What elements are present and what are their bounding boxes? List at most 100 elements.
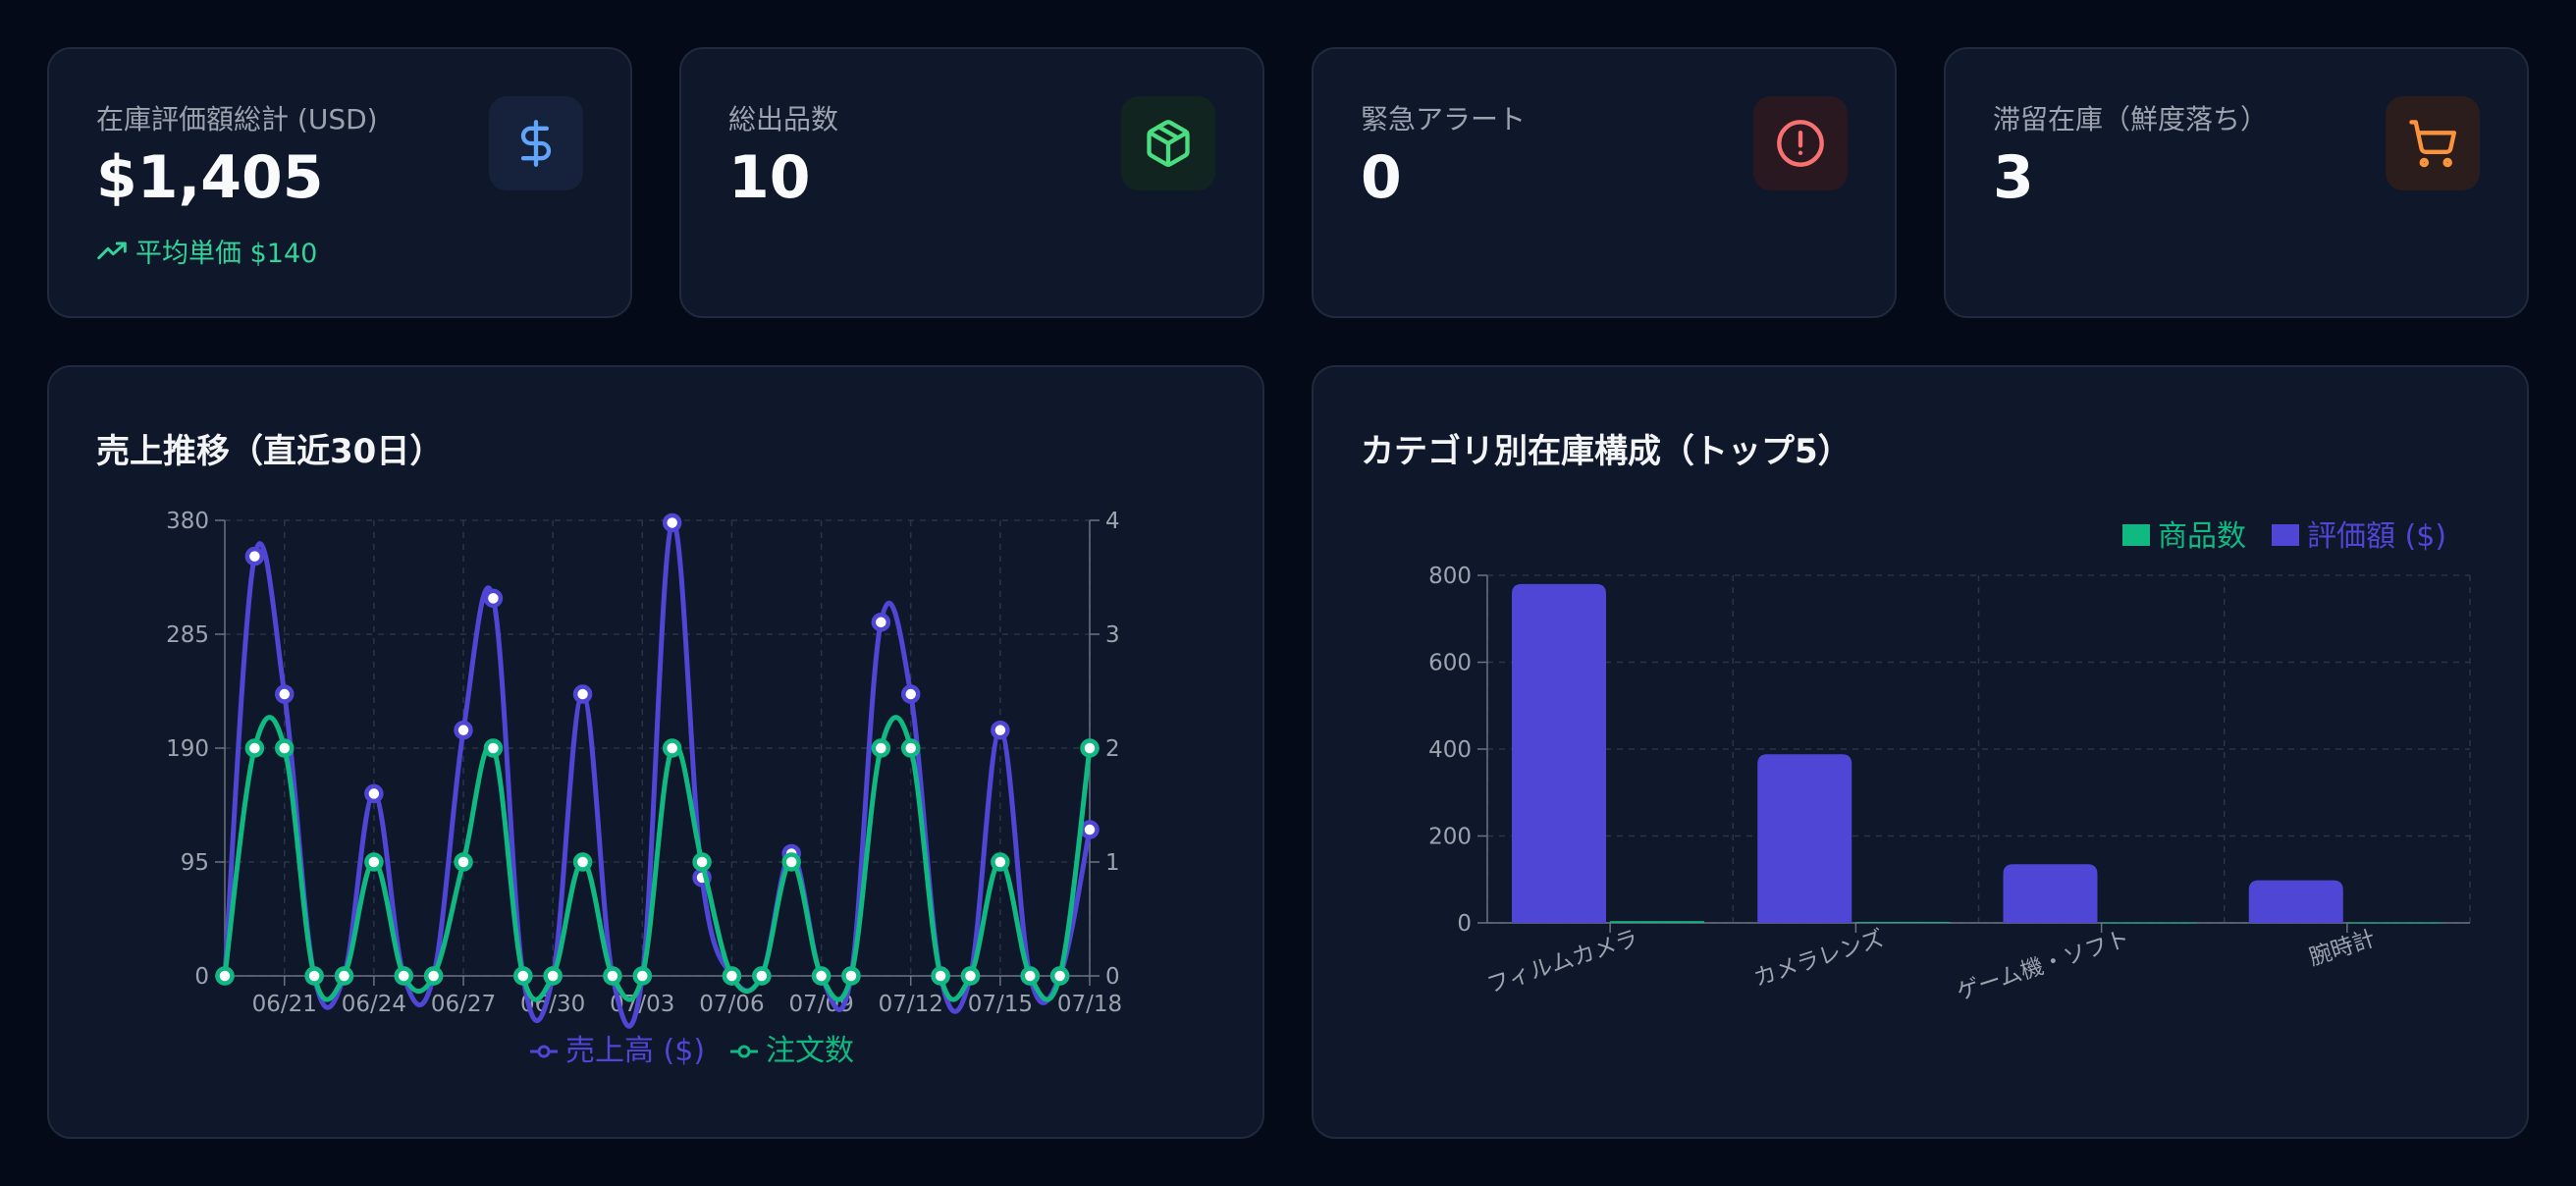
alert-circle-icon	[1777, 120, 1824, 167]
legend-label-value: 評価額 ($)	[2307, 519, 2446, 554]
legend-swatch-count	[2122, 524, 2150, 546]
alert-icon-box	[1753, 96, 1848, 190]
bar-count	[2101, 922, 2196, 924]
stat-label: 滞留在庫（鮮度落ち）	[1993, 103, 2269, 135]
bar-count	[1610, 921, 1704, 923]
bar-value	[1757, 754, 1852, 923]
cart-icon-box	[2386, 96, 2480, 190]
data-point	[244, 738, 265, 758]
data-point	[483, 588, 504, 609]
data-point	[603, 966, 622, 986]
data-point	[991, 852, 1010, 872]
y-right-tick-label: 4	[1105, 509, 1120, 534]
y-tick-label: 0	[1457, 911, 1472, 937]
data-point	[275, 738, 295, 758]
data-point	[900, 738, 921, 758]
sales-trend-panel: 売上推移（直近30日） 0 95 190 285 380 0 1 2 3 4 06/21 06/24 0…	[47, 365, 1264, 1139]
stat-card-urgent-alerts: 緊急アラート 0	[1312, 47, 1897, 318]
data-point	[572, 684, 593, 704]
stat-card-stale-stock: 滞留在庫（鮮度落ち） 3	[1944, 47, 2529, 318]
data-point	[572, 852, 593, 872]
data-point	[454, 720, 473, 740]
trending-up-icon	[97, 242, 127, 259]
data-point	[871, 738, 891, 758]
stat-value: 3	[1993, 143, 2034, 212]
data-point	[722, 966, 742, 986]
data-point	[841, 966, 861, 986]
data-point	[454, 852, 473, 872]
y-left-tick-label: 190	[166, 736, 209, 762]
data-point	[1080, 820, 1100, 839]
legend-swatch-value	[2272, 524, 2299, 546]
stat-label: 緊急アラート	[1361, 103, 1527, 135]
stat-value: 10	[728, 143, 811, 212]
cart-icon	[2409, 120, 2457, 168]
x-tick-label: 06/24	[342, 992, 406, 1017]
stat-label: 在庫評価額総計 (USD)	[96, 103, 378, 135]
data-point	[423, 966, 444, 986]
data-point	[781, 852, 801, 872]
data-point	[275, 684, 295, 704]
y-right-tick-label: 2	[1105, 736, 1120, 762]
x-tick-label: 腕時計	[2306, 926, 2379, 971]
data-point	[871, 613, 891, 632]
data-point	[244, 546, 265, 566]
x-tick-label: 07/12	[879, 992, 943, 1017]
y-tick-label: 400	[1428, 737, 1472, 763]
y-right-tick-label: 0	[1105, 964, 1120, 990]
bar-value	[2248, 880, 2343, 923]
y-right-tick-label: 3	[1105, 622, 1120, 648]
data-point	[692, 852, 712, 872]
x-tick-label: フィルムカメラ	[1484, 926, 1641, 998]
y-left-tick-label: 380	[166, 509, 209, 534]
stat-value: 0	[1361, 143, 1402, 212]
y-right-tick-label: 1	[1105, 850, 1120, 876]
package-icon	[1147, 120, 1190, 167]
average-price-text: 平均単価 $140	[135, 239, 318, 269]
bar-count	[2346, 922, 2442, 924]
package-icon-box	[1121, 96, 1215, 190]
x-tick-label: 07/15	[968, 992, 1033, 1017]
bar-value	[1512, 583, 1606, 923]
data-point	[334, 966, 354, 986]
x-tick-label: 07/06	[699, 992, 764, 1017]
bar-value	[2003, 864, 2098, 923]
data-point	[513, 966, 533, 986]
category-inventory-title: カテゴリ別在庫構成（トップ5）	[1361, 432, 1852, 471]
data-point	[543, 966, 563, 986]
data-point	[991, 720, 1010, 740]
data-point	[394, 966, 414, 986]
y-tick-label: 800	[1428, 564, 1472, 589]
legend-marker	[737, 1045, 751, 1058]
stat-label: 総出品数	[728, 103, 839, 135]
data-point	[1080, 738, 1100, 758]
x-tick-label: 07/18	[1057, 992, 1122, 1017]
data-point	[483, 738, 504, 758]
x-tick-label: 06/27	[431, 992, 496, 1017]
sales-trend-title: 売上推移（直近30日）	[96, 432, 444, 471]
legend-marker	[537, 1045, 551, 1058]
legend-label-count: 商品数	[2158, 519, 2246, 554]
stat-subtext: 平均単価 $140	[96, 232, 317, 270]
category-bar-chart: 0 200 400 600 800 フィルムカメラ カメラレンズ ゲーム機・ソフト 腕時計 商品数…	[1428, 519, 2471, 1005]
y-tick-label: 600	[1428, 651, 1472, 676]
data-point	[304, 966, 324, 986]
data-point	[811, 966, 832, 986]
series-line-sales	[222, 519, 1093, 1029]
y-left-tick-label: 95	[181, 850, 209, 876]
legend-label: 注文数	[766, 1034, 854, 1068]
data-point	[931, 966, 950, 986]
x-tick-label: ゲーム機・ソフト	[1954, 926, 2132, 1005]
legend-label: 売上高 ($)	[565, 1034, 705, 1068]
y-left-tick-label: 285	[166, 622, 209, 648]
data-point	[662, 512, 682, 533]
stat-card-inventory-value: 在庫評価額総計 (USD) $1,405 平均単価 $140	[47, 47, 632, 318]
data-point	[900, 684, 921, 704]
x-tick-label: 06/21	[252, 992, 317, 1017]
stat-value: $1,405	[96, 143, 324, 212]
data-point	[364, 783, 384, 804]
data-point	[1049, 966, 1070, 986]
category-inventory-panel: カテゴリ別在庫構成（トップ5） 0 200 400 600 800 フィルムカメラ カメラレ…	[1312, 365, 2529, 1139]
stat-card-total-listings: 総出品数 10	[679, 47, 1264, 318]
